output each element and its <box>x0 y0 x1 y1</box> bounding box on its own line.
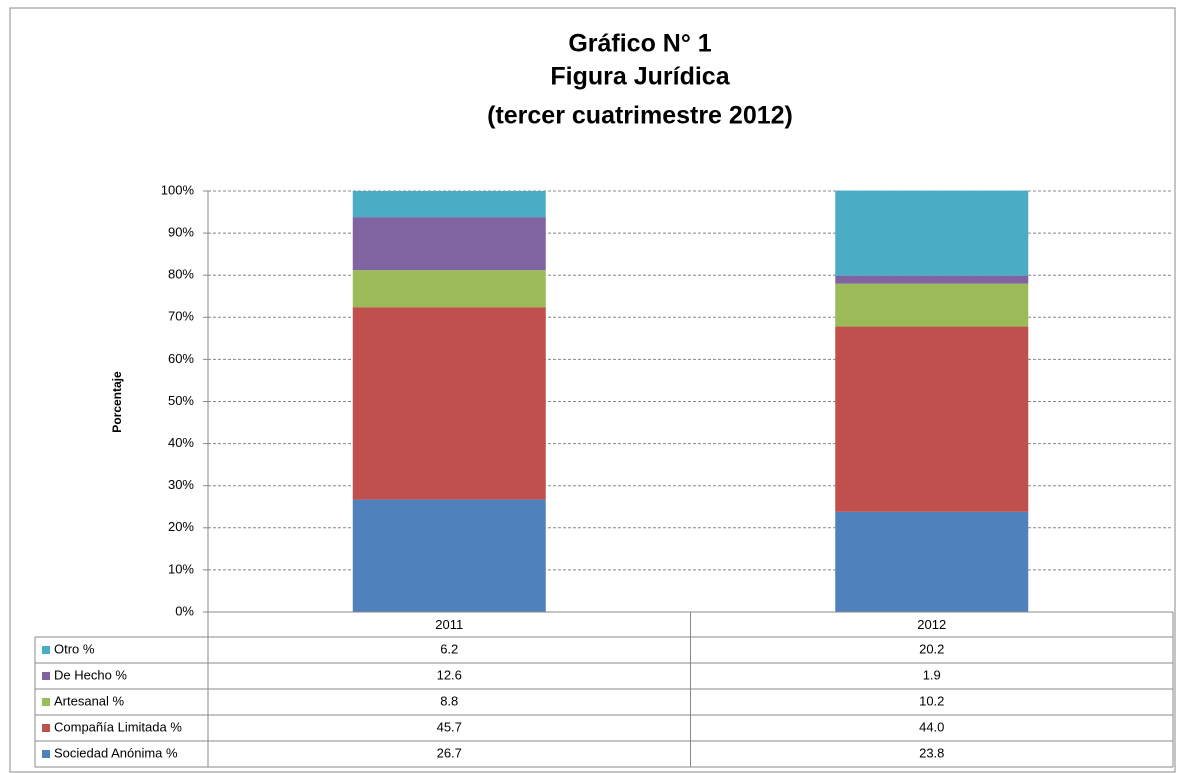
bar-segment <box>352 217 546 271</box>
chart-title: (tercer cuatrimestre 2012) <box>487 102 793 130</box>
legend-key <box>42 698 50 706</box>
y-tick-label: 70% <box>168 309 194 324</box>
table-value: 44.0 <box>919 719 944 734</box>
table-value: 45.7 <box>437 719 462 734</box>
legend-key <box>42 646 50 654</box>
y-tick-label: 100% <box>161 182 195 197</box>
y-tick-label: 50% <box>168 393 194 408</box>
y-tick-label: 30% <box>168 477 194 492</box>
legend-label: Otro % <box>54 641 95 656</box>
bar-segment <box>835 283 1029 327</box>
chart-title: Figura Jurídica <box>550 63 730 91</box>
y-tick-label: 20% <box>168 519 194 534</box>
legend-label: Sociedad Anónima % <box>54 745 178 760</box>
y-tick-label: 80% <box>168 267 194 282</box>
legend-key <box>42 750 50 758</box>
table-value: 1.9 <box>923 667 941 682</box>
bar-segment <box>352 499 546 612</box>
table-value: 20.2 <box>919 641 944 656</box>
legend-label: Compañía Limitada % <box>54 719 182 734</box>
bar-segment <box>835 326 1029 512</box>
bar-segment <box>835 190 1029 276</box>
bar-segment <box>352 191 546 218</box>
chart-title: Gráfico N° 1 <box>568 30 711 58</box>
legend-key <box>42 672 50 680</box>
y-axis-label: Porcentaje <box>110 371 124 433</box>
table-value: 8.8 <box>440 693 458 708</box>
bar-segment <box>835 511 1029 612</box>
legend-key <box>42 724 50 732</box>
y-tick-label: 0% <box>175 603 194 618</box>
y-tick-label: 90% <box>168 225 194 240</box>
table-value: 10.2 <box>919 693 944 708</box>
bar-segment <box>352 307 546 500</box>
table-value: 12.6 <box>437 667 462 682</box>
table-value: 26.7 <box>437 745 462 760</box>
x-tick-label: 2011 <box>435 617 463 632</box>
y-tick-label: 10% <box>168 561 194 576</box>
table-value: 6.2 <box>440 641 458 656</box>
x-tick-label: 2012 <box>917 617 946 632</box>
legend-label: De Hecho % <box>54 667 127 682</box>
y-tick-label: 40% <box>168 435 194 450</box>
legend-label: Artesanal % <box>54 693 125 708</box>
y-tick-label: 60% <box>168 351 194 366</box>
table-value: 23.8 <box>919 745 944 760</box>
bar-segment <box>835 275 1029 284</box>
bar-segment <box>352 270 546 308</box>
